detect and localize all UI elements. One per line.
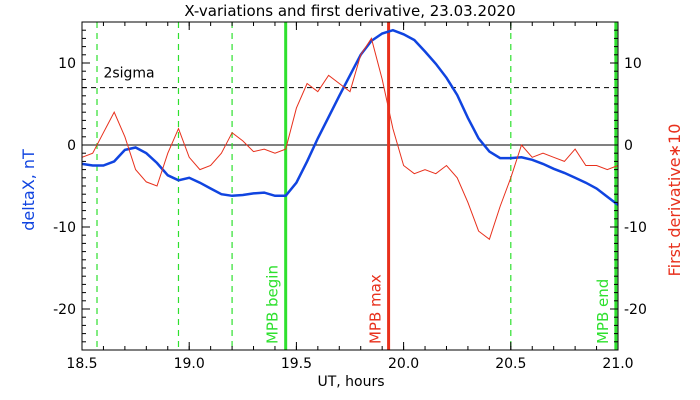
y-axis-right-label: First derivative∗10 (665, 124, 684, 277)
derivative-line (81, 37, 619, 241)
y-tick-label-right-3: 10 (624, 56, 642, 72)
marker-label-3: MPB begin (264, 265, 282, 344)
y-tick-label-right-1: -10 (624, 220, 647, 236)
plot-frame (81, 21, 619, 351)
x-tick-label-1: 19.0 (174, 356, 205, 372)
x-axis-label: UT, hours (317, 374, 384, 390)
x-tick-label-2: 19.5 (281, 356, 312, 372)
marker-label-6: MPB end (594, 279, 612, 344)
deltaX-line (81, 28, 619, 206)
x-tick-label-0: 18.5 (66, 356, 97, 372)
chart-title: X-variations and first derivative, 23.03… (184, 2, 515, 20)
x-tick-label-4: 20.5 (495, 356, 526, 372)
y-tick-label-right-2: 0 (624, 138, 633, 154)
y-tick-label-left-0: -20 (53, 302, 76, 318)
x-tick-label-5: 21.0 (602, 356, 633, 372)
x-tick-label-3: 20.0 (388, 356, 419, 372)
marker-label-4: MPB max (367, 274, 385, 344)
y-tick-label-right-0: -20 (624, 302, 647, 318)
y-axis-left-label: deltaX, nT (19, 149, 38, 231)
y-tick-label-left-2: 0 (67, 138, 76, 154)
y-tick-label-left-1: -10 (53, 220, 76, 236)
plot-area: 2sigma MPB begin MPB max MPB end 18.5 19.0 19.… (53, 21, 647, 372)
y-tick-label-left-3: 10 (58, 56, 76, 72)
sigma-label: 2sigma (103, 66, 154, 82)
